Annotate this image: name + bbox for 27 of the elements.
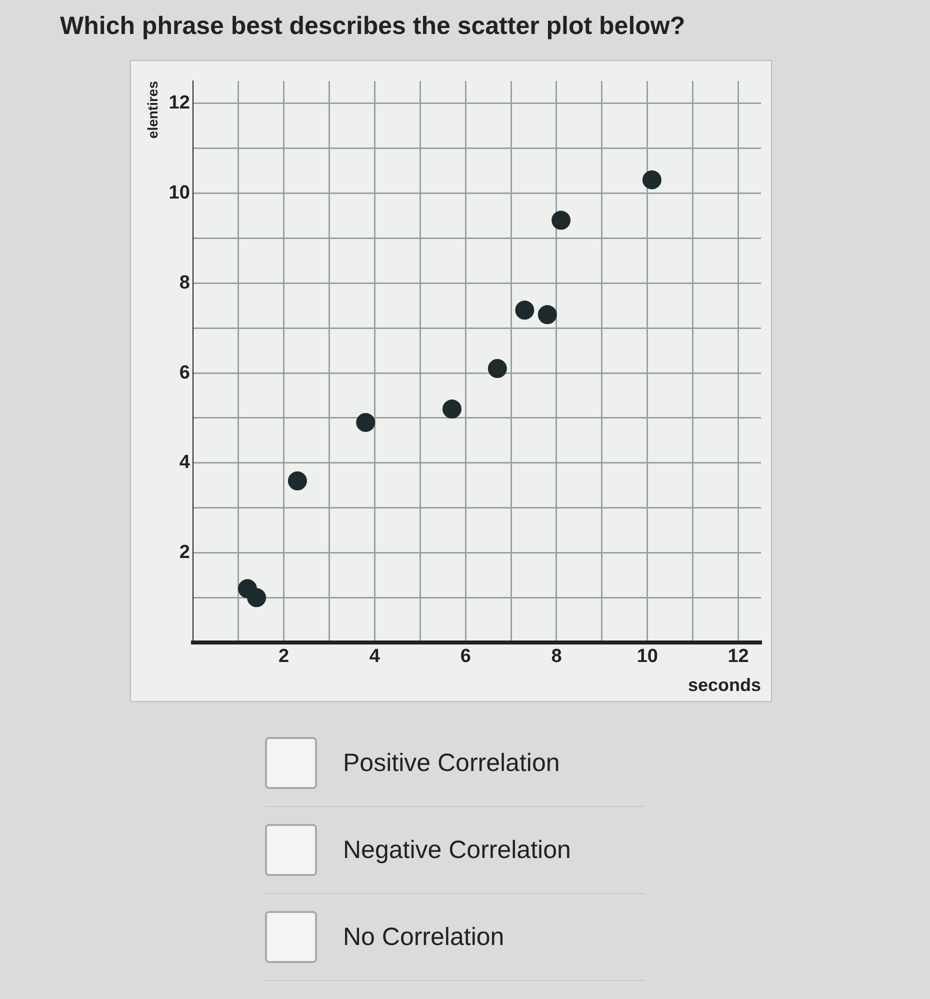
x-tick-label: 2 (278, 646, 290, 668)
y-tick-label: 2 (179, 542, 190, 563)
point (488, 359, 507, 378)
y-tick-label: 10 (168, 182, 190, 204)
y-tick-label: 8 (179, 272, 190, 294)
y-tick-label: 12 (168, 92, 190, 114)
text: Negative Correlation (343, 836, 571, 864)
x-tick-label: 6 (460, 646, 471, 668)
point (356, 412, 376, 432)
chart-title: Which phrase best describes the scatter plot below? (60, 12, 686, 41)
point (642, 170, 662, 190)
text: Positive Correlation (343, 748, 560, 778)
x-tick-label: 8 (551, 646, 562, 668)
point (247, 588, 266, 608)
y-axis-title: elentires (144, 80, 160, 139)
point (442, 399, 462, 418)
y-tick-label: 6 (179, 362, 190, 384)
x-tick-label: 4 (369, 646, 380, 668)
point (515, 300, 534, 320)
x-axis-title: seconds (688, 675, 761, 696)
point (538, 305, 557, 324)
x-tick-label: 12 (728, 646, 749, 668)
point (288, 471, 307, 490)
point (552, 210, 571, 230)
text: No Correlation (343, 922, 504, 952)
x-tick-label: 10 (636, 646, 658, 668)
y-tick-label: 4 (179, 452, 190, 474)
